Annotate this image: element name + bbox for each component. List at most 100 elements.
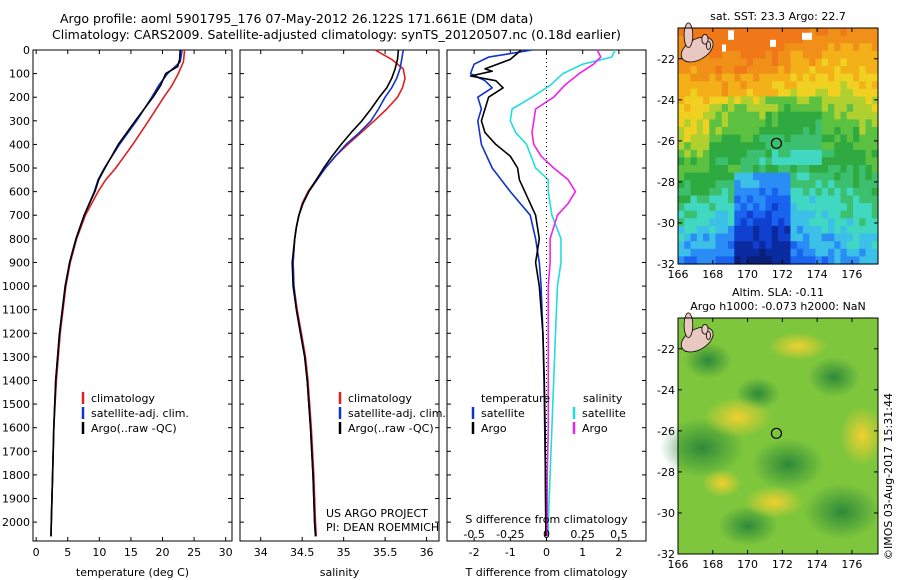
sst-cell xyxy=(846,73,854,82)
y-tick-label: 500 xyxy=(9,162,30,175)
sst-cell xyxy=(746,149,754,158)
sst-cell xyxy=(790,142,798,151)
sst-cell xyxy=(690,149,698,158)
sst-cell xyxy=(821,225,829,235)
sst-cell xyxy=(703,66,710,75)
sst-cell xyxy=(684,225,692,235)
sst-cell xyxy=(690,81,698,90)
sst-cell xyxy=(759,66,767,75)
sst-cell xyxy=(846,256,854,265)
sst-cell xyxy=(853,157,860,166)
sst-cell xyxy=(815,50,823,59)
sst-cell xyxy=(846,218,854,227)
sst-cell xyxy=(721,218,729,227)
sst-cell xyxy=(715,81,723,90)
sst-cell xyxy=(796,81,804,90)
sst-cell xyxy=(690,195,698,204)
sst-cell xyxy=(709,203,717,212)
sst-cell xyxy=(765,111,773,120)
sst-cell xyxy=(784,256,792,265)
sst-cell xyxy=(796,66,804,75)
sst-cell xyxy=(834,88,842,98)
sst-cell xyxy=(778,43,785,52)
sst-cell xyxy=(703,180,710,189)
sst-cell xyxy=(709,35,717,44)
sst-cell xyxy=(853,66,860,75)
sst-cell xyxy=(778,73,785,82)
sst-cell xyxy=(790,119,798,128)
sst-cell xyxy=(684,210,692,219)
sst-cell xyxy=(740,142,748,151)
sst-cell xyxy=(684,66,692,75)
sst-cell xyxy=(871,210,879,219)
sst-cell xyxy=(846,142,854,151)
sst-cell xyxy=(721,157,729,166)
sst-cell xyxy=(828,28,835,37)
sst-cell xyxy=(746,180,754,189)
y-tick-label: -28 xyxy=(657,176,675,189)
sst-cell xyxy=(821,195,829,204)
sst-cell xyxy=(721,81,729,90)
sst-cell xyxy=(734,256,742,265)
sst-cell xyxy=(746,195,754,204)
sst-cell xyxy=(765,66,773,75)
sst-cell xyxy=(871,96,879,105)
sst-cell xyxy=(853,96,860,105)
sst-cell xyxy=(834,111,842,120)
sst-cell xyxy=(715,241,723,250)
sst-cell xyxy=(696,165,704,174)
sst-cell xyxy=(803,225,810,235)
sst-cell xyxy=(709,233,717,242)
sst-cell xyxy=(803,241,810,250)
sst-cell xyxy=(815,149,823,158)
sst-cell xyxy=(859,195,867,204)
sst-cell xyxy=(815,119,823,128)
sst-cell xyxy=(809,134,817,143)
sst-cell xyxy=(678,172,685,181)
sst-cell xyxy=(753,73,760,82)
sst-cell xyxy=(853,248,860,257)
legend-label: satellite-adj. clim. xyxy=(348,407,446,420)
sst-cell xyxy=(853,111,860,120)
sst-cell xyxy=(721,134,729,143)
sst-cell xyxy=(696,142,704,151)
sst-cell xyxy=(846,149,854,158)
sst-cell xyxy=(684,134,692,143)
sst-cell xyxy=(728,210,735,219)
sst-cell xyxy=(846,180,854,189)
sst-cell xyxy=(796,73,804,82)
sst-cell xyxy=(821,28,829,37)
sst-cell xyxy=(809,127,817,136)
sst-cell xyxy=(784,233,792,242)
sst-cell xyxy=(703,157,710,166)
sst-cell xyxy=(740,58,748,67)
sst-cell xyxy=(790,104,798,113)
sst-cell xyxy=(728,50,735,59)
sst-cell xyxy=(815,35,823,44)
sst-cell xyxy=(778,218,785,227)
sst-cell xyxy=(721,66,729,75)
sst-cell xyxy=(834,248,842,257)
sst-cell xyxy=(740,35,748,44)
sst-cell xyxy=(715,58,723,67)
sst-cell xyxy=(678,218,685,227)
sst-cell xyxy=(746,225,754,235)
sst-cell xyxy=(809,157,817,166)
sst-cell xyxy=(740,73,748,82)
sst-cell xyxy=(859,180,867,189)
sst-cell xyxy=(728,157,735,166)
sst-cell xyxy=(703,28,710,37)
sst-cell xyxy=(809,96,817,105)
sst-cell xyxy=(696,241,704,250)
sst-cell xyxy=(803,172,810,181)
sst-cell xyxy=(678,225,685,235)
legend-label: Argo(..raw -QC) xyxy=(348,422,434,435)
sst-cell xyxy=(771,119,779,128)
sst-cell xyxy=(828,43,835,52)
sst-cell xyxy=(815,88,823,98)
sst-cell xyxy=(753,58,760,67)
sst-cell xyxy=(728,149,735,158)
sst-cell xyxy=(821,43,829,52)
sst-cell xyxy=(715,195,723,204)
sst-cell xyxy=(778,225,785,235)
